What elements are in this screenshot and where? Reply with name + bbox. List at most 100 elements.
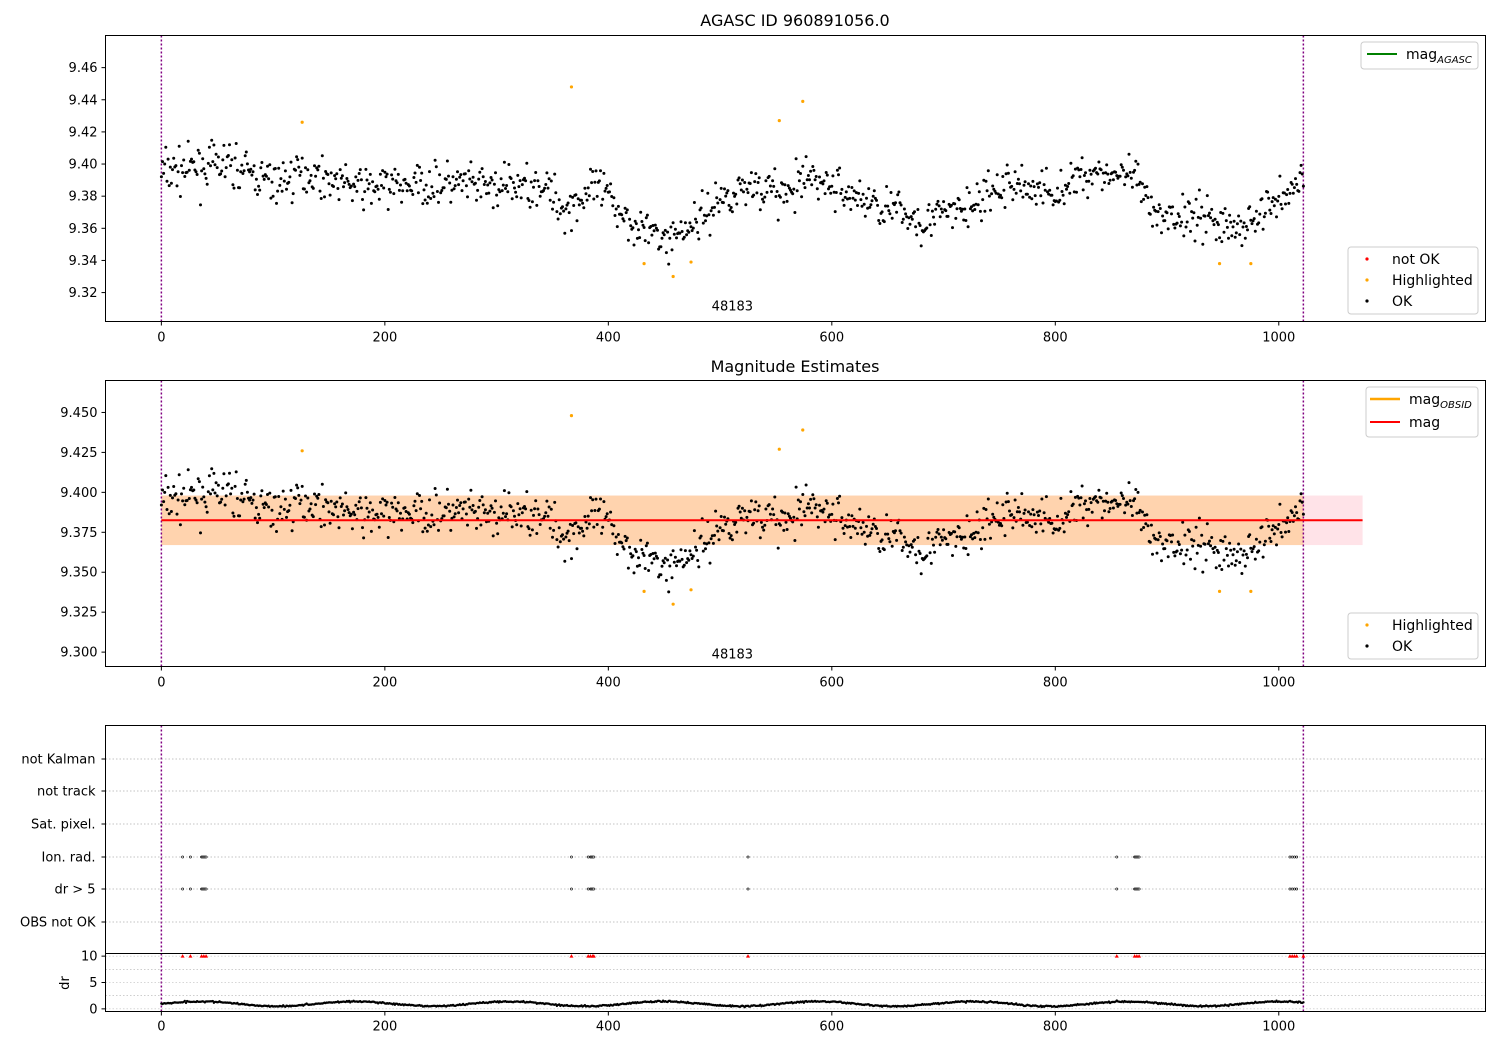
ok-point: [258, 516, 262, 520]
ok-point: [757, 176, 761, 180]
ok-point: [859, 526, 863, 530]
ok-point: [738, 510, 742, 514]
flag-point: [1295, 887, 1299, 891]
x-tick-label: 200: [372, 331, 397, 346]
y-tick-label: 9.46: [69, 61, 98, 76]
ok-point: [764, 179, 768, 183]
ok-point: [833, 538, 837, 542]
ok-point: [277, 166, 281, 170]
ok-point: [352, 510, 356, 514]
ok-point: [200, 497, 204, 501]
ok-point: [823, 192, 827, 196]
ok-point: [694, 217, 697, 221]
ok-point: [197, 480, 201, 484]
ok-point: [1148, 540, 1152, 544]
ok-point: [802, 510, 806, 514]
ok-point: [1194, 197, 1198, 201]
ok-point: [1003, 534, 1007, 538]
ok-point: [215, 494, 219, 498]
ok-point: [1012, 516, 1016, 520]
ok-point: [311, 186, 315, 190]
highlighted-marker: [1365, 278, 1369, 282]
ok-point: [810, 183, 814, 187]
ok-point: [1013, 498, 1017, 502]
ok-point: [1002, 517, 1006, 520]
ok-point: [1061, 521, 1065, 525]
ok-point: [418, 165, 421, 169]
ok-point: [250, 173, 254, 177]
ok-point: [412, 504, 416, 508]
ok-point: [491, 206, 495, 210]
ok-point: [872, 189, 876, 193]
ok-point: [481, 175, 485, 179]
ok-point: [466, 195, 469, 199]
ok-point: [1231, 553, 1235, 557]
ok-point: [452, 187, 456, 191]
ok-point: [226, 482, 230, 486]
ok-point: [516, 173, 520, 177]
ok-point: [1101, 499, 1105, 503]
ok-point: [848, 196, 852, 200]
ok-point: [275, 201, 278, 205]
ok-point: [650, 233, 654, 237]
ok-point: [362, 208, 366, 212]
ok-point: [309, 502, 313, 506]
ok-point: [1285, 521, 1289, 525]
ok-point: [320, 154, 324, 158]
ok-point: [1094, 495, 1097, 499]
ok-point: [314, 174, 318, 178]
flag-point: [1137, 887, 1141, 891]
ok-point: [320, 482, 324, 486]
ok-point: [232, 514, 236, 518]
ok-point: [932, 543, 935, 547]
y-tick-label: 9.40: [69, 158, 98, 173]
ok-point: [335, 172, 339, 176]
ok-point: [1246, 556, 1249, 560]
ok-point: [783, 511, 787, 515]
ok-point: [1232, 547, 1236, 551]
ok-point: [1230, 234, 1234, 238]
ok-point: [382, 186, 386, 190]
ok-point: [377, 525, 381, 529]
ok-point: [1208, 539, 1211, 543]
ok-point: [980, 547, 983, 551]
ok-point: [188, 159, 192, 163]
ok-point: [1227, 564, 1230, 568]
ok-point: [851, 524, 855, 528]
ok-point: [718, 198, 722, 202]
ok-point: [597, 507, 601, 511]
ok-point: [623, 534, 627, 538]
ok-point: [432, 523, 436, 527]
ok-point: [242, 169, 246, 173]
ok-point: [932, 215, 935, 219]
ok-point: [205, 182, 209, 186]
ok-point: [995, 173, 999, 177]
ok-point: [361, 198, 364, 201]
ok-point: [640, 220, 644, 223]
ok-point: [1149, 523, 1153, 527]
ok-point: [981, 526, 985, 530]
ok-point: [305, 190, 309, 194]
ok-point: [260, 489, 264, 493]
ok-point: [420, 171, 424, 175]
ok-point: [902, 535, 906, 539]
flag-point: [570, 887, 573, 891]
ok-point: [376, 187, 380, 191]
ok-point: [294, 168, 297, 172]
ok-point: [679, 220, 683, 224]
ok-point: [882, 548, 886, 552]
ok-point: [611, 204, 615, 208]
ok-point: [174, 164, 178, 168]
ok-point: [505, 512, 509, 516]
ok-point: [555, 210, 559, 214]
ok-point: [1237, 214, 1241, 218]
ok-point: [1106, 500, 1110, 504]
ok-point: [424, 183, 428, 187]
ok-point: [1048, 517, 1052, 520]
ok-point: [1087, 179, 1091, 183]
ok-point: [678, 231, 682, 235]
ok-point: [885, 513, 889, 517]
ok-point: [913, 538, 916, 542]
ok-point: [269, 524, 273, 528]
